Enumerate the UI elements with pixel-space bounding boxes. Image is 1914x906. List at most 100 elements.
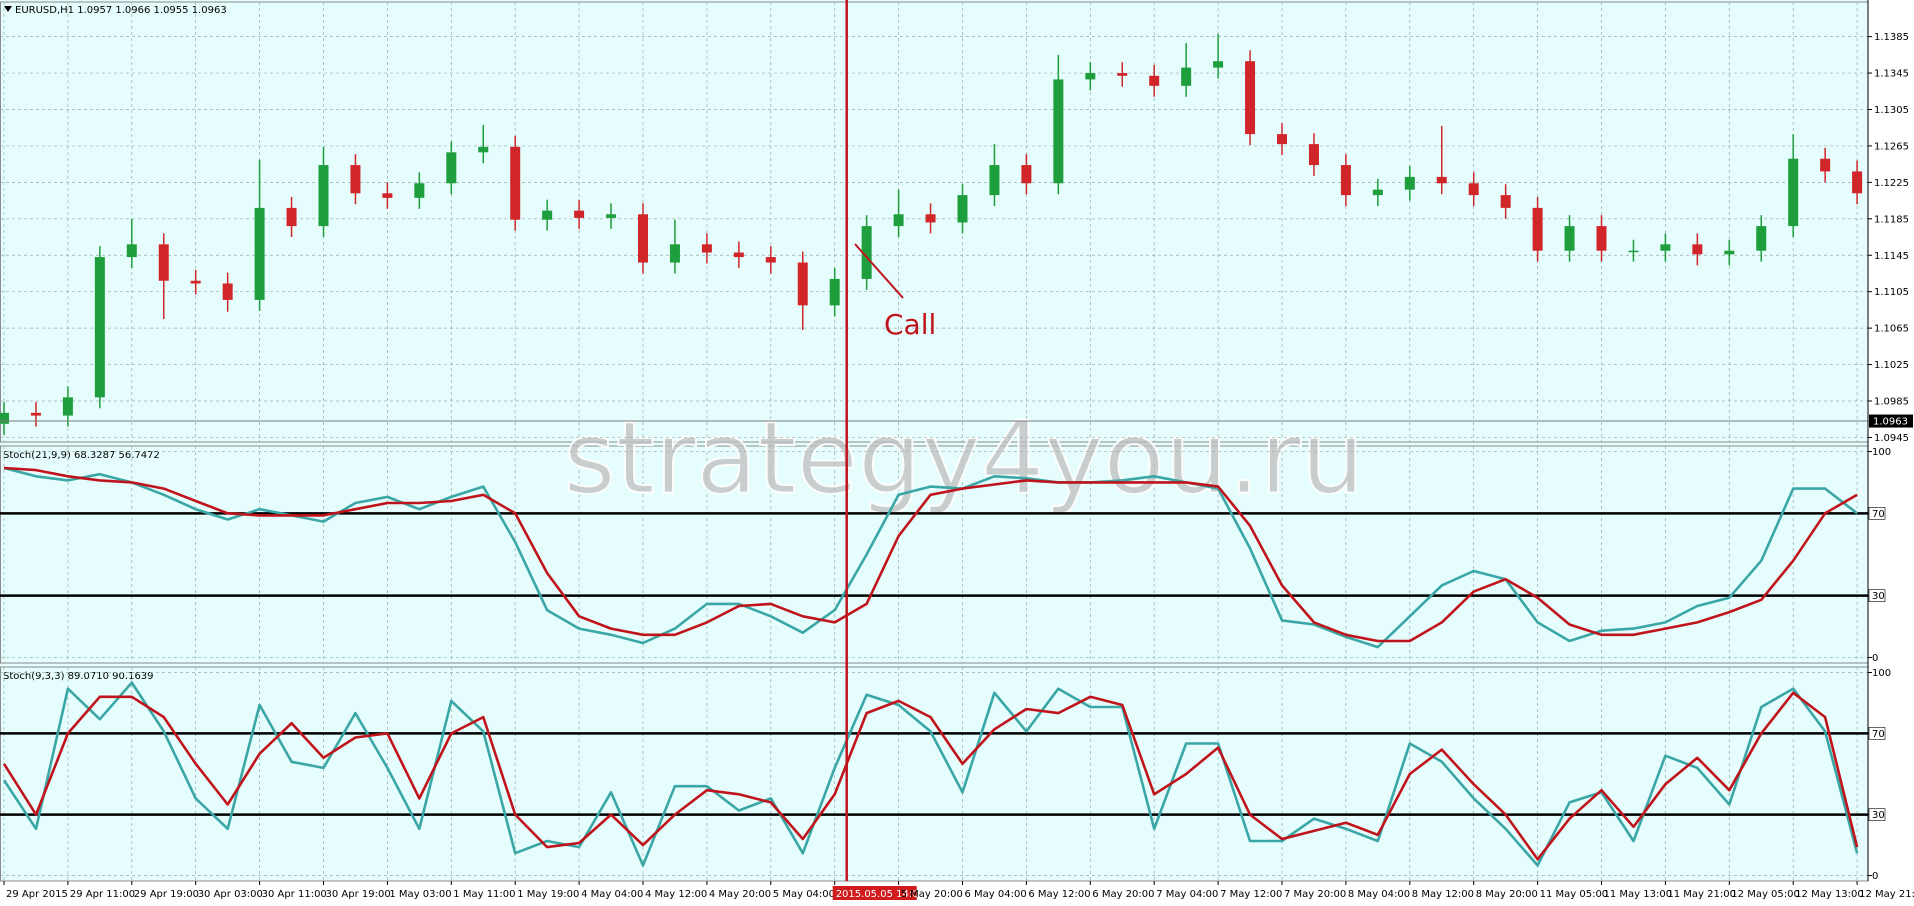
x-tick-label: 6 May 20:00 xyxy=(1092,889,1154,900)
y-tick-label: 1.1145 xyxy=(1874,251,1909,262)
price-axis-area xyxy=(1868,0,1914,906)
x-tick-label: 1 May 11:00 xyxy=(453,889,515,900)
x-tick-label: 5 May 20:00 xyxy=(901,889,963,900)
candle-body xyxy=(1277,134,1287,145)
y-tick-label: 70 xyxy=(1872,729,1885,740)
x-tick-label: 1 May 03:00 xyxy=(389,889,451,900)
candle-body xyxy=(30,412,41,416)
candle-body xyxy=(1404,176,1415,190)
candle-body xyxy=(1692,244,1703,255)
current-price-label: 1.0963 xyxy=(1873,417,1908,428)
candle-body xyxy=(1500,195,1511,208)
time-axis-area xyxy=(0,881,1914,906)
y-tick-label: 100 xyxy=(1872,447,1891,458)
x-tick-label: 7 May 04:00 xyxy=(1156,889,1218,900)
candle-body xyxy=(1660,244,1671,251)
candle-body xyxy=(1756,226,1767,251)
y-tick-label: 1.1385 xyxy=(1874,32,1909,43)
y-tick-label: 1.1225 xyxy=(1874,178,1909,189)
candle-body xyxy=(1532,207,1543,251)
x-tick-label: 29 Apr 19:00 xyxy=(134,889,199,900)
candle-body xyxy=(1085,73,1096,80)
y-tick-label: 30 xyxy=(1872,591,1885,602)
candle-body xyxy=(861,226,872,279)
candle-body xyxy=(1181,67,1192,86)
x-tick-label: 30 Apr 19:00 xyxy=(326,889,391,900)
annotation-arrow xyxy=(854,243,904,299)
candle-body xyxy=(62,397,73,416)
indicator-line xyxy=(3,466,1858,649)
x-tick-label: 30 Apr 03:00 xyxy=(198,889,263,900)
indicator-title: Stoch(21,9,9) 68.3287 56.7472 xyxy=(3,450,160,461)
x-tick-label: 29 Apr 11:00 xyxy=(70,889,135,900)
candle-body xyxy=(1788,158,1799,227)
crosshair-time-label: 2015.05.05 14:00 xyxy=(836,889,925,900)
x-tick-label: 6 May 04:00 xyxy=(965,889,1027,900)
x-tick-label: 4 May 20:00 xyxy=(709,889,771,900)
candle-body xyxy=(1308,144,1319,166)
x-tick-label: 1 May 19:00 xyxy=(517,889,579,900)
candle-body xyxy=(478,146,489,153)
candle-body xyxy=(0,412,9,424)
candle-body xyxy=(1117,73,1128,76)
indicator-line xyxy=(3,466,1858,643)
y-tick-label: 1.1305 xyxy=(1874,105,1909,116)
candle-body xyxy=(94,257,105,398)
candle-body xyxy=(957,195,968,223)
candle-body xyxy=(1468,183,1479,196)
x-tick-label: 7 May 12:00 xyxy=(1220,889,1282,900)
candle-body xyxy=(733,252,744,258)
level-label-box xyxy=(1868,589,1886,602)
candle-body xyxy=(126,244,137,258)
x-tick-label: 5 May 04:00 xyxy=(773,889,835,900)
candle-body xyxy=(350,165,361,194)
candle-body xyxy=(1340,165,1351,196)
candle-body xyxy=(574,210,585,218)
y-tick-label: 1.1185 xyxy=(1874,214,1909,225)
y-tick-label: 30 xyxy=(1872,810,1885,821)
y-tick-label: 100 xyxy=(1872,668,1891,679)
chart-title: EURUSD,H1 1.0957 1.0966 1.0955 1.0963 xyxy=(15,5,227,16)
candle-body xyxy=(190,280,201,284)
y-tick-label: 0 xyxy=(1872,653,1878,664)
candle-body xyxy=(1149,75,1160,86)
candle-body xyxy=(1820,158,1831,172)
candle-body xyxy=(318,165,329,227)
x-tick-label: 29 Apr 2015 xyxy=(6,889,68,900)
candle-body xyxy=(893,214,904,227)
candle-body xyxy=(1245,61,1256,135)
x-tick-label: 11 May 21:00 xyxy=(1667,889,1736,900)
candle-body xyxy=(1372,189,1383,196)
candle-body xyxy=(638,214,648,263)
candle-body xyxy=(989,165,1000,196)
crosshair-time-box xyxy=(832,886,917,900)
candle-body xyxy=(669,244,680,263)
x-tick-label: 12 May 13:00 xyxy=(1795,889,1864,900)
candle-body xyxy=(1596,226,1607,251)
x-tick-label: 8 May 12:00 xyxy=(1412,889,1474,900)
x-tick-label: 4 May 04:00 xyxy=(581,889,643,900)
level-label-box xyxy=(1868,727,1886,740)
candle-body xyxy=(222,283,233,300)
x-tick-label: 4 May 12:00 xyxy=(645,889,707,900)
annotation: Call xyxy=(884,308,936,341)
candle-body xyxy=(382,193,393,198)
y-tick-label: 1.1345 xyxy=(1874,69,1909,80)
candle-body xyxy=(925,214,936,223)
x-tick-label: 8 May 20:00 xyxy=(1476,889,1538,900)
menu-triangle[interactable] xyxy=(4,6,12,12)
x-tick-label: 30 Apr 11:00 xyxy=(262,889,327,900)
candle-body xyxy=(1021,165,1032,184)
current-price-box xyxy=(1869,414,1913,428)
candle-body xyxy=(1053,79,1064,184)
candle-body xyxy=(606,214,617,218)
x-tick-label: 12 May 21:00 xyxy=(1859,889,1914,900)
candle-body xyxy=(1628,250,1639,253)
level-label-box xyxy=(1868,507,1886,520)
candle-body xyxy=(414,183,425,198)
candle-body xyxy=(1724,250,1735,255)
y-tick-label: 0 xyxy=(1872,871,1878,882)
candle-body xyxy=(1213,61,1224,68)
candle-body xyxy=(765,257,776,263)
